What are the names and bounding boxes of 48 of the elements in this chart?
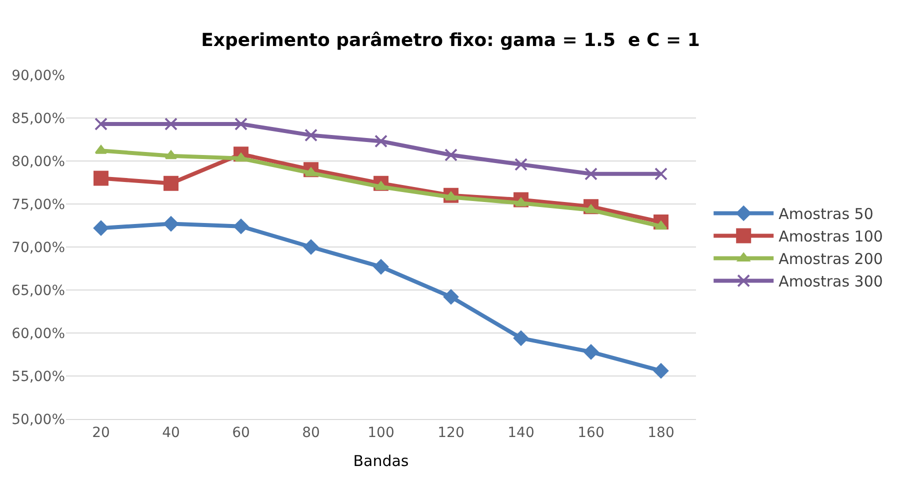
point	[304, 240, 318, 254]
point	[584, 344, 598, 360]
point	[234, 218, 248, 234]
point	[514, 158, 528, 171]
x-tick-label: 80	[302, 424, 320, 441]
y-tick-label: 90,00%	[12, 68, 65, 84]
x-tick-label: 40	[162, 424, 180, 441]
legend-label: Amostras 200	[778, 250, 883, 268]
point	[234, 118, 248, 131]
point	[304, 128, 318, 142]
legend-label: Amostras 300	[778, 272, 883, 291]
y-tick-label: 70,00%	[12, 240, 65, 256]
point	[374, 134, 388, 148]
y-tick-label: 75,00%	[12, 196, 65, 213]
x-tick-label: 180	[648, 424, 674, 441]
legend-label: Amostras 50	[778, 205, 874, 224]
point	[164, 118, 178, 131]
y-tick-label: 60,00%	[12, 326, 65, 342]
point	[584, 167, 598, 180]
y-tick-label: 65,00%	[12, 282, 65, 299]
point	[654, 363, 668, 378]
point	[514, 330, 528, 346]
point	[94, 118, 108, 131]
chart-title: Experimento parâmetro fixo: gama = 1.5 e C = 1	[201, 30, 700, 52]
y-tick-label: 50,00%	[12, 412, 65, 428]
point	[164, 216, 178, 232]
x-tick-label: 100	[368, 424, 394, 441]
point	[234, 152, 248, 162]
point	[374, 259, 388, 274]
point	[444, 148, 458, 162]
x-tick-label: 120	[438, 424, 464, 441]
x-tick-label: 160	[578, 424, 604, 441]
x-tick-label: 140	[508, 424, 534, 441]
y-tick-label: 55,00%	[12, 368, 65, 385]
x-axis-title: Bandas	[353, 452, 409, 470]
point	[374, 181, 388, 190]
point	[164, 176, 178, 191]
y-tick-label: 80,00%	[12, 154, 65, 170]
point	[94, 220, 108, 236]
point	[444, 289, 458, 304]
point	[94, 170, 108, 186]
point	[654, 220, 668, 230]
point	[164, 150, 178, 160]
x-tick-label: 20	[92, 424, 110, 441]
legend-label: Amostras 100	[778, 228, 883, 246]
point	[654, 167, 668, 180]
x-tick-label: 60	[232, 424, 250, 441]
y-tick-label: 85,00%	[12, 110, 65, 127]
